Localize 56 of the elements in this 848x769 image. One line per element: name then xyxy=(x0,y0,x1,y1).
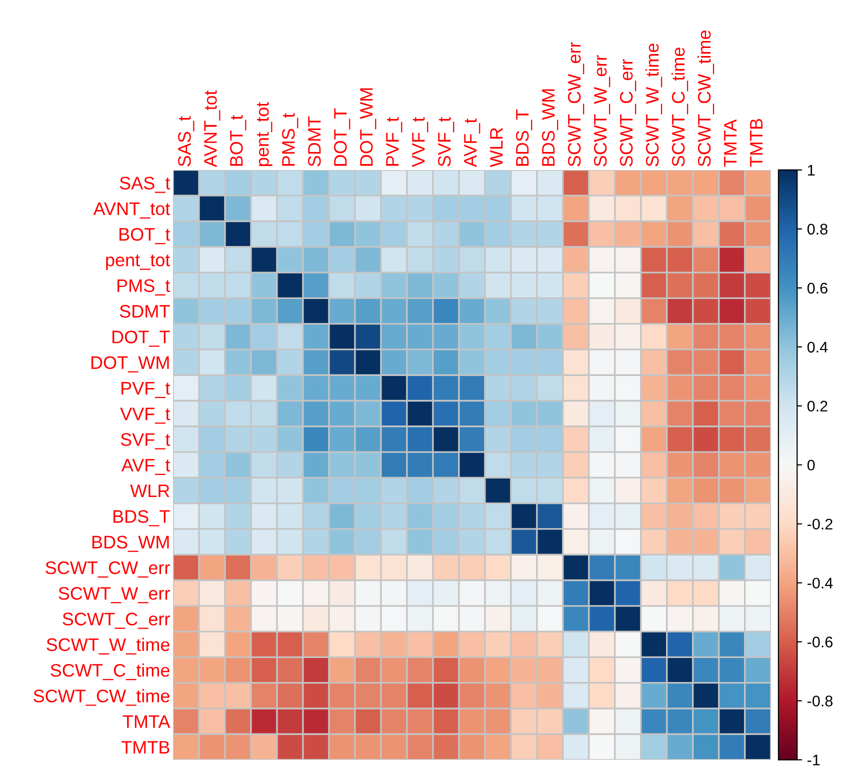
y-tick-label: DOT_WM xyxy=(91,356,169,372)
color-bar-label: 0.8 xyxy=(807,224,828,235)
x-tick-label: PMS_t xyxy=(282,113,298,166)
y-tick-label: SCWT_C_err xyxy=(62,612,170,629)
y-tick-label: TMTB xyxy=(121,741,170,754)
y-tick-label: TMTA xyxy=(122,715,170,728)
x-tick-label: DOT_WM xyxy=(360,88,376,166)
y-tick-label: SVF_t xyxy=(120,433,170,450)
y-tick-label: DOT_T xyxy=(112,330,170,347)
color-bar-label: -0.8 xyxy=(808,696,833,706)
y-tick-label: SCWT_CW_time xyxy=(34,689,170,706)
y-tick-label: BDS_WM xyxy=(92,536,169,552)
y-tick-label: AVNT_tot xyxy=(93,202,170,219)
y-tick-label: pent_tot xyxy=(106,254,170,270)
x-tick-label: WLR xyxy=(490,128,503,168)
y-tick-label: WLR xyxy=(130,484,170,498)
x-tick-label: SCWT_CW_time xyxy=(697,30,714,166)
y-tick-label: SAS_t xyxy=(120,176,170,193)
x-tick-label: PVF_t xyxy=(386,117,402,166)
x-tick-label: TMTB xyxy=(750,118,763,167)
y-tick-label: SCWT_W_err xyxy=(58,587,170,604)
y-tick-label: SCWT_C_time xyxy=(50,663,170,680)
color-bar-label: 0.6 xyxy=(807,282,828,294)
y-tick-label: BDS_T xyxy=(114,510,170,526)
x-tick-label: TMTA xyxy=(724,119,737,167)
x-tick-label: SCWT_W_time xyxy=(645,44,662,166)
color-bar-label: -0.6 xyxy=(808,636,832,648)
x-tick-label: SVF_t xyxy=(438,117,454,166)
x-tick-label: AVF_t xyxy=(464,118,480,168)
y-tick-label: SCWT_W_time xyxy=(46,638,170,655)
x-tick-label: DOT_T xyxy=(334,108,350,166)
x-tick-label: SCWT_C_time xyxy=(671,48,688,166)
x-tick-label: AVNT_tot xyxy=(204,90,220,168)
color-bar-label: -1 xyxy=(808,754,820,766)
x-tick-label: SCWT_C_err xyxy=(620,59,636,166)
x-tick-label: BDS_T xyxy=(516,109,532,166)
color-bar-label: 0.2 xyxy=(807,400,828,412)
x-tick-label: pent_tot xyxy=(256,102,272,166)
color-bar-label: 0 xyxy=(807,460,815,471)
color-bar-label: -0.2 xyxy=(808,518,832,530)
x-tick-label: BOT_t xyxy=(230,115,246,166)
y-tick-label: VVF_t xyxy=(120,408,170,424)
y-tick-label: PMS_t xyxy=(118,279,170,296)
color-bar-label: 0.4 xyxy=(807,342,828,353)
color-bar-label: -0.4 xyxy=(808,578,833,589)
x-tick-label: SDMT xyxy=(308,116,321,166)
x-tick-label: SCWT_CW_err xyxy=(568,42,584,166)
y-tick-label: SCWT_CW_err xyxy=(46,561,170,578)
x-tick-label: SCWT_W_err xyxy=(594,55,610,166)
x-tick-label: VVF_t xyxy=(412,117,428,168)
color-bar-label: 1 xyxy=(808,164,815,176)
y-tick-label: BOT_t xyxy=(120,228,170,244)
y-tick-label: PVF_t xyxy=(122,382,170,398)
x-tick-label: BDS_WM xyxy=(542,89,558,166)
y-tick-label: AVF_t xyxy=(121,458,170,475)
y-tick-label: SDMT xyxy=(120,304,170,318)
